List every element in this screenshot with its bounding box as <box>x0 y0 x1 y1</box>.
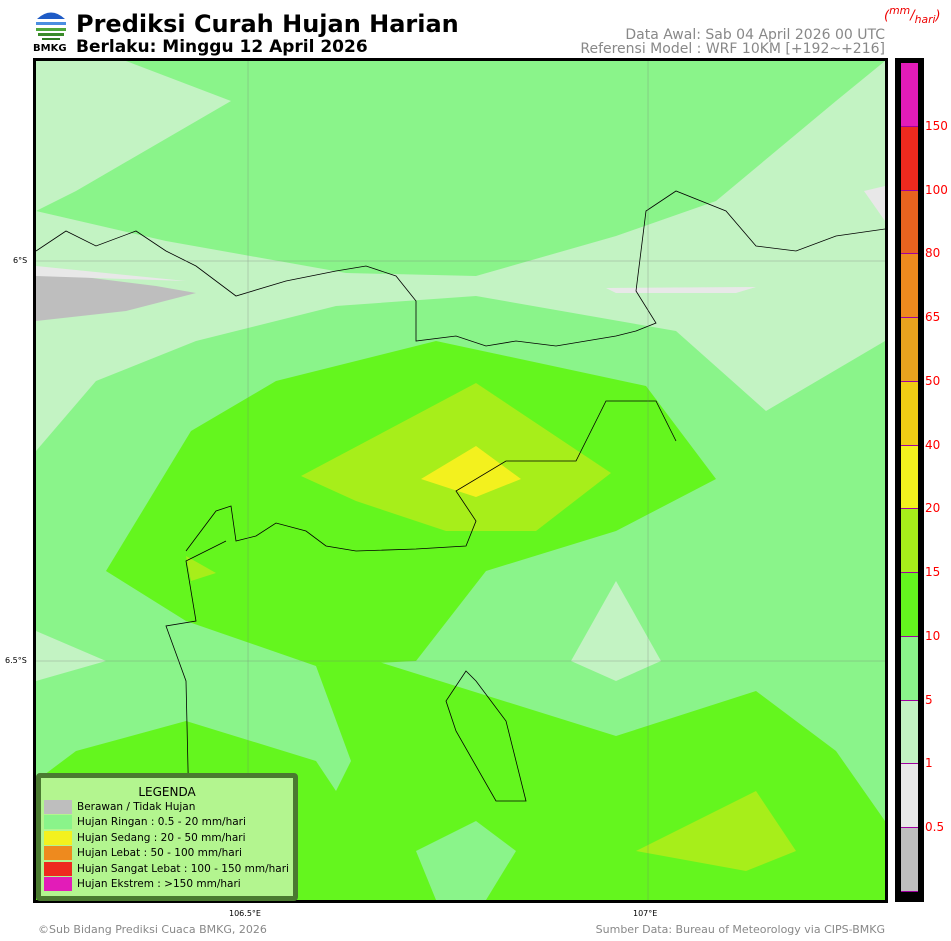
data-source: Sumber Data: Bureau of Meteorology via C… <box>595 923 885 936</box>
colorbar-label: 100 <box>925 182 948 197</box>
zone-very-light <box>571 581 661 681</box>
colorbar-segment <box>901 318 918 382</box>
legend-label: Berawan / Tidak Hujan <box>77 800 196 813</box>
legend-item: Hujan Sedang : 20 - 50 mm/hari <box>44 830 293 846</box>
colorbar-segment <box>901 445 918 510</box>
colorbar-segment <box>901 63 918 127</box>
graticule <box>36 61 885 900</box>
colorbar-label: 65 <box>925 310 941 325</box>
colorbar-label: 5 <box>925 692 933 707</box>
legend-swatch <box>44 815 72 830</box>
colorbar-label: 20 <box>925 501 941 516</box>
legend-item: Hujan Ekstrem : >150 mm/hari <box>44 877 293 893</box>
colorbar-label: 0.5 <box>925 820 945 835</box>
legend-label: Hujan Ekstrem : >150 mm/hari <box>77 878 241 891</box>
colorbar-label: 40 <box>925 437 941 452</box>
lat-label: 6.5°S <box>5 656 27 665</box>
zone-cloudy <box>606 287 756 293</box>
zone-very-light <box>36 61 231 211</box>
coastline <box>36 190 885 900</box>
zone-very-light <box>36 631 106 681</box>
zone-light-rain <box>416 821 516 900</box>
legend-item: Hujan Sangat Lebat : 100 - 150 mm/hari <box>44 861 293 877</box>
legend-label: Hujan Ringan : 0.5 - 20 mm/hari <box>77 816 246 829</box>
unit-denominator: hari <box>914 12 936 26</box>
colorbar-segment <box>901 764 918 829</box>
legend-title: LEGENDA <box>138 785 196 799</box>
legend: LEGENDA Berawan / Tidak Hujan Hujan Ringa… <box>36 773 298 901</box>
unit-label: (mm/hari) <box>884 4 941 26</box>
colorbar-segment <box>901 636 918 701</box>
logo-text: BMKG <box>33 43 67 54</box>
colorbar-label: 1 <box>925 756 933 771</box>
rainfall-map-svg <box>36 61 885 900</box>
copyright: ©Sub Bidang Prediksi Cuaca BMKG, 2026 <box>38 923 267 936</box>
zone-heavy <box>636 791 796 871</box>
model-reference: Referensi Model : WRF 10KM [+192~+216] <box>580 41 885 57</box>
legend-swatch <box>44 846 72 861</box>
colorbar-segment <box>901 700 918 765</box>
zone-very-light <box>36 61 885 451</box>
colorbar-segment <box>901 190 918 255</box>
valid-date: Berlaku: Minggu 12 April 2026 <box>76 37 368 57</box>
zone-yellow <box>421 446 521 497</box>
legend-label: Hujan Sedang : 20 - 50 mm/hari <box>77 831 246 844</box>
bmkg-logo <box>35 9 67 41</box>
zone-cloudy <box>864 186 885 221</box>
legend-swatch <box>44 830 72 845</box>
lon-label: 107°E <box>633 909 658 918</box>
legend-swatch <box>44 877 72 892</box>
colorbar <box>895 58 924 902</box>
zone-no-rain <box>36 271 196 321</box>
unit-numerator: mm <box>889 4 911 17</box>
page-title: Prediksi Curah Hujan Harian <box>76 10 459 38</box>
colorbar-label: 150 <box>925 118 948 133</box>
colorbar-segment <box>901 828 918 892</box>
zone-heavy <box>301 383 611 531</box>
zone-heavy <box>186 556 216 581</box>
legend-item: Hujan Ringan : 0.5 - 20 mm/hari <box>44 815 293 831</box>
colorbar-segment <box>901 509 918 574</box>
legend-item: Berawan / Tidak Hujan <box>44 799 293 815</box>
lon-label: 106.5°E <box>229 909 261 918</box>
legend-swatch <box>44 799 72 814</box>
init-time: Data Awal: Sab 04 April 2026 00 UTC <box>625 27 885 43</box>
legend-label: Hujan Lebat : 50 - 100 mm/hari <box>77 847 242 860</box>
lat-label: 6°S <box>13 256 28 265</box>
colorbar-segment <box>901 254 918 319</box>
colorbar-segment <box>901 573 918 637</box>
colorbar-segment <box>901 126 918 191</box>
colorbar-label: 10 <box>925 628 941 643</box>
colorbar-label: 50 <box>925 373 941 388</box>
colorbar-segment <box>901 381 918 446</box>
colorbar-label: 15 <box>925 565 941 580</box>
rainfall-map <box>33 58 888 903</box>
legend-swatch <box>44 861 72 876</box>
zone-cloudy <box>36 266 186 281</box>
colorbar-label: 80 <box>925 246 941 261</box>
legend-label: Hujan Sangat Lebat : 100 - 150 mm/hari <box>77 862 289 875</box>
legend-item: Hujan Lebat : 50 - 100 mm/hari <box>44 846 293 862</box>
